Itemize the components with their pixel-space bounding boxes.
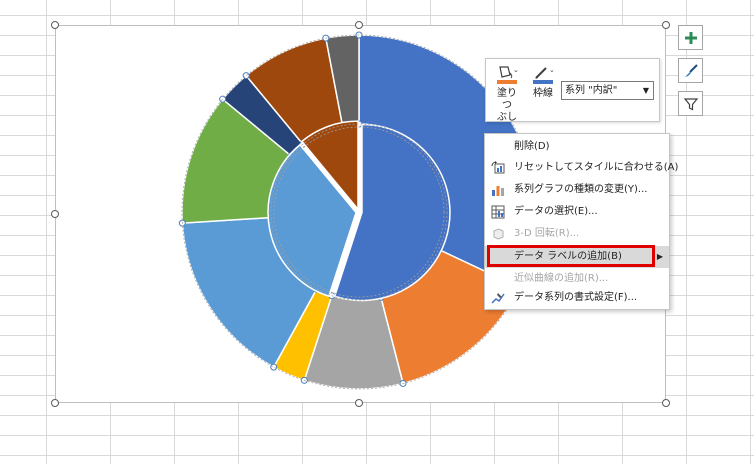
fill-label-line2: ぶし xyxy=(497,112,517,123)
menu-item-label: データ系列の書式設定(F)... xyxy=(514,292,638,303)
annotation-highlight-box xyxy=(487,245,655,267)
chart-resize-handle-bottom-left[interactable] xyxy=(51,399,59,407)
menu-item-add-trendline: 近似曲線の追加(R)... xyxy=(485,268,669,290)
chart-resize-handle-top-center[interactable] xyxy=(355,21,363,29)
select-data-icon xyxy=(491,205,505,219)
menu-item-label: データの選択(E)... xyxy=(514,206,598,217)
inner-ring-slice-2[interactable] xyxy=(267,143,357,298)
svg-text:⌄: ⌄ xyxy=(513,66,519,74)
fill-button[interactable]: ⌄ 塗りつ ぶし xyxy=(492,63,522,124)
ring-selection-outline-2 xyxy=(270,123,448,301)
ring-selection-outline-3 xyxy=(273,126,445,298)
series-selector-value: 系列 "内訳" xyxy=(565,85,618,96)
chart-styles-button[interactable] xyxy=(678,58,703,83)
series-selector-dropdown[interactable]: 系列 "内訳" ▼ xyxy=(561,81,654,100)
menu-item-label: データ ラベルの追加(B) xyxy=(514,251,622,262)
menu-item-format-data-series[interactable]: データ系列の書式設定(F)... xyxy=(485,287,669,309)
menu-item-reset-to-match-style[interactable]: リセットしてスタイルに合わせる(A) xyxy=(485,157,678,179)
mini-format-toolbar: ⌄ 塗りつ ぶし ⌄ 枠線 系列 "内訳" ▼ xyxy=(485,58,660,124)
svg-text:⌄: ⌄ xyxy=(549,66,555,74)
paint-bucket-icon: ⌄ xyxy=(497,66,519,84)
menu-item-change-series-chart-type[interactable]: 系列グラフの種類の変更(Y)... xyxy=(485,179,669,201)
inner-ring-slice-1[interactable] xyxy=(333,123,451,302)
outline-label: 枠線 xyxy=(533,88,553,99)
menu-item-label: リセットしてスタイルに合わせる(A) xyxy=(514,162,679,173)
chart-resize-handle-middle-left[interactable] xyxy=(51,210,59,218)
chart-resize-handle-top-left[interactable] xyxy=(51,21,59,29)
fill-label-line1: 塗りつ xyxy=(497,88,517,111)
reset-style-icon xyxy=(491,161,505,175)
plus-icon xyxy=(684,31,697,44)
menu-item-label: 削除(D) xyxy=(514,141,550,152)
brush-icon xyxy=(684,63,698,77)
context-menu: 削除(D) リセットしてスタイルに合わせる(A) 系列グラフの種類の変更(Y).… xyxy=(484,133,678,310)
inner-ring-slice-3[interactable] xyxy=(300,120,359,212)
menu-item-3d-rotation: 3-D 回転(R)... xyxy=(485,223,669,245)
menu-item-label: 系列グラフの種類の変更(Y)... xyxy=(514,184,648,195)
format-series-icon xyxy=(491,291,505,305)
chart-resize-handle-top-right[interactable] xyxy=(662,21,670,29)
submenu-arrow-icon: ▶ xyxy=(656,252,663,261)
menu-item-label: 近似曲線の追加(R)... xyxy=(514,273,609,284)
menu-item-select-data[interactable]: データの選択(E)... xyxy=(485,201,669,223)
outline-button[interactable]: ⌄ 枠線 xyxy=(528,63,558,100)
dropdown-arrow-icon: ▼ xyxy=(642,86,649,95)
menu-item-delete[interactable]: 削除(D) xyxy=(485,136,669,158)
chart-filters-button[interactable] xyxy=(678,91,703,116)
rotate-3d-icon xyxy=(491,227,505,241)
chart-resize-handle-bottom-right[interactable] xyxy=(662,399,670,407)
menu-item-label: 3-D 回転(R)... xyxy=(514,228,580,239)
menu-item-add-data-labels[interactable]: データ ラベルの追加(B) ▶ xyxy=(485,246,669,268)
chart-resize-handle-bottom-center[interactable] xyxy=(355,399,363,407)
chart-elements-button[interactable] xyxy=(678,25,703,50)
pen-icon: ⌄ xyxy=(533,66,555,84)
chart-type-icon xyxy=(491,183,505,197)
funnel-icon xyxy=(683,97,698,110)
series-point-handle-5-1[interactable] xyxy=(270,363,278,371)
